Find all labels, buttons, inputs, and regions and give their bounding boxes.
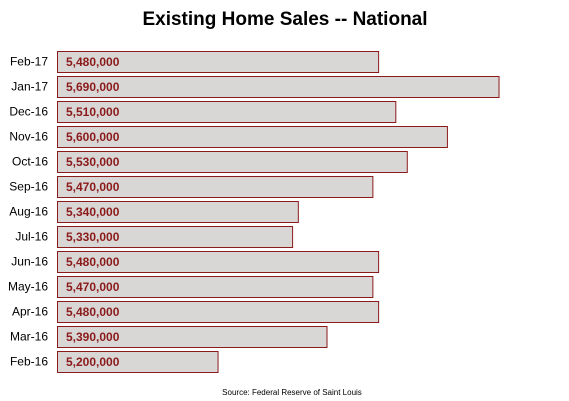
category-tick-label: Sep-16 — [9, 180, 48, 194]
bar — [57, 176, 374, 198]
category-tick-label: Jun-16 — [11, 255, 48, 269]
bar — [57, 326, 328, 348]
bar — [57, 251, 380, 273]
category-tick-label: Mar-16 — [10, 330, 48, 344]
bar-value-label: 5,510,000 — [66, 105, 120, 119]
bar-value-label: 5,690,000 — [66, 80, 120, 94]
bar-value-label: 5,470,000 — [66, 280, 120, 294]
bar — [57, 151, 408, 173]
bar-value-label: 5,480,000 — [66, 305, 120, 319]
bar-value-label: 5,340,000 — [66, 205, 120, 219]
category-tick-label: Apr-16 — [12, 305, 48, 319]
category-tick-label: Aug-16 — [9, 205, 48, 219]
category-tick-label: Dec-16 — [9, 105, 48, 119]
bar — [57, 201, 299, 223]
bar — [57, 276, 374, 298]
category-tick-label: Oct-16 — [12, 155, 48, 169]
bar-value-label: 5,480,000 — [66, 255, 120, 269]
bar-value-label: 5,600,000 — [66, 130, 120, 144]
bar — [57, 351, 219, 373]
bar — [57, 76, 500, 98]
category-tick-label: Feb-16 — [10, 355, 48, 369]
bar-value-label: 5,470,000 — [66, 180, 120, 194]
bar — [57, 226, 294, 248]
category-tick-label: Feb-17 — [10, 55, 48, 69]
bar — [57, 126, 448, 148]
bar — [57, 301, 380, 323]
bar-value-label: 5,330,000 — [66, 230, 120, 244]
category-tick-label: May-16 — [8, 280, 48, 294]
category-tick-label: Nov-16 — [9, 130, 48, 144]
bar-value-label: 5,530,000 — [66, 155, 120, 169]
bar — [57, 101, 397, 123]
bar-value-label: 5,200,000 — [66, 355, 120, 369]
chart-title: Existing Home Sales -- National — [142, 9, 427, 30]
bar-value-label: 5,390,000 — [66, 330, 120, 344]
source-note: Source: Federal Reserve of Saint Louis — [222, 388, 362, 397]
bar — [57, 51, 380, 73]
bar-value-label: 5,480,000 — [66, 55, 120, 69]
bars-group: Feb-17 5,480,000 Jan-17 5,690,000 Dec-16 5,51… — [8, 51, 500, 373]
category-tick-label: Jul-16 — [15, 230, 48, 244]
category-tick-label: Jan-17 — [11, 80, 48, 94]
